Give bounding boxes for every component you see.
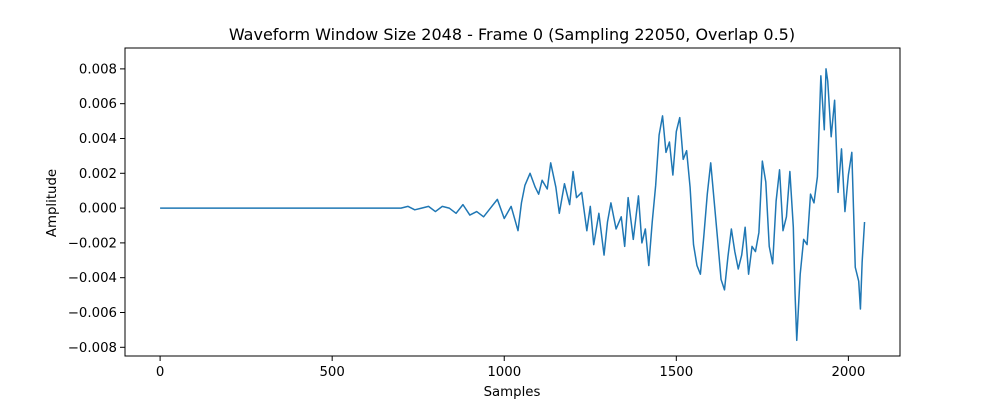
y-tick-label: 0.002 <box>79 167 117 182</box>
x-tick-label: 2000 <box>831 365 865 380</box>
y-tick-label: 0.000 <box>79 202 117 217</box>
y-tick-label: −0.004 <box>68 271 117 286</box>
y-tick-label: −0.008 <box>68 341 117 356</box>
plot-area <box>160 68 866 342</box>
y-tick-label: 0.004 <box>79 132 117 147</box>
x-tick-label: 0 <box>156 365 164 380</box>
y-tick-label: −0.002 <box>68 236 117 251</box>
x-tick-label: 1000 <box>487 365 521 380</box>
y-axis-ticks: −0.008 −0.006 −0.004 −0.002 0.000 0.002 0.004 0… <box>68 62 125 356</box>
y-tick-label: 0.008 <box>79 62 117 77</box>
chart-title: Waveform Window Size 2048 - Frame 0 (Sam… <box>229 25 795 44</box>
x-tick-label: 1500 <box>659 365 693 380</box>
y-tick-label: −0.006 <box>68 306 117 321</box>
y-tick-label: 0.006 <box>79 97 117 112</box>
x-tick-label: 500 <box>319 365 344 380</box>
plot-frame <box>124 47 901 357</box>
y-axis-label: Amplitude <box>45 169 60 237</box>
waveform-series-line <box>160 68 866 342</box>
x-axis-ticks: 0 500 1000 1500 2000 <box>156 356 865 380</box>
x-axis-label: Samples <box>484 385 541 400</box>
